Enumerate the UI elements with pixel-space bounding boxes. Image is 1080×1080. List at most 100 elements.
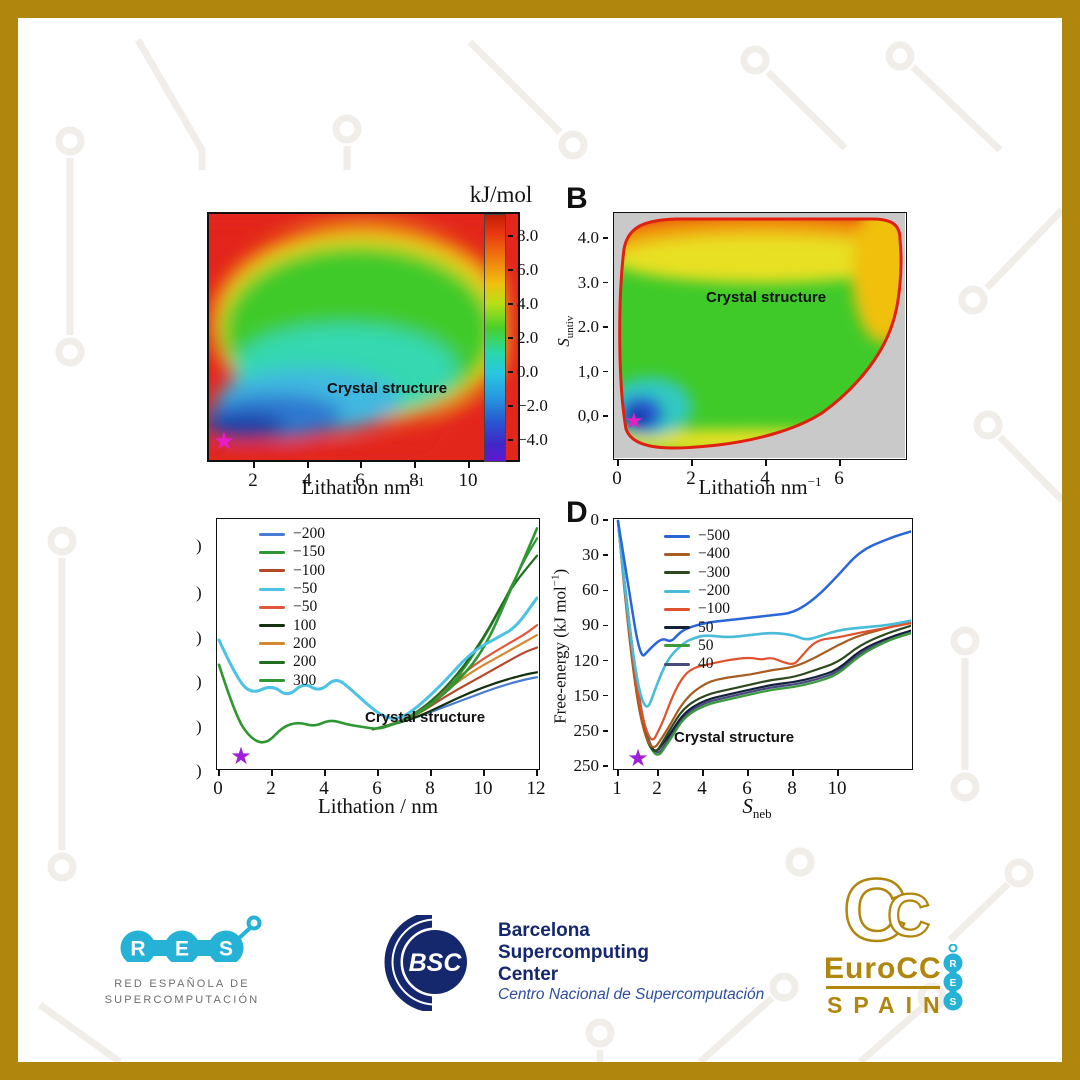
circuit-node	[785, 847, 815, 877]
legend-item: 300	[259, 671, 325, 689]
clipped-y-tick-fragment: )	[196, 761, 202, 780]
circuit-node	[55, 337, 85, 367]
circuit-trace	[697, 995, 775, 1065]
legend-item: −200	[664, 582, 730, 600]
eurocc-country: SPAIN	[827, 992, 951, 1018]
axis-tick-label: 10	[473, 778, 493, 799]
panel-a-x-axis-title: Lithation nm−1	[302, 474, 425, 500]
bsc-logo-emblem: BSC	[384, 915, 490, 1011]
colorbar-tick-mark	[508, 303, 513, 305]
clipped-y-tick-fragment: )	[196, 536, 202, 555]
crystal-structure-label-c: Crystal structure	[365, 709, 486, 726]
axis-tick-label: 2	[248, 470, 258, 491]
clipped-y-tick-fragment: )	[196, 672, 202, 691]
panel-b-y-axis-title: Suntiv	[554, 286, 576, 376]
legend-label: 40	[698, 655, 714, 673]
legend-swatch	[664, 607, 690, 611]
colorbar-title: kJ/mol	[469, 182, 533, 207]
res-node-icon	[246, 915, 262, 931]
eurocc-wordmark: EuroCC	[824, 952, 942, 985]
panel-d-legend: −500 −400 −300 −200 −100 50 50 40	[664, 527, 730, 673]
legend-swatch	[664, 662, 690, 666]
axis-tick-label: 120	[573, 650, 600, 670]
res-circle-s	[208, 930, 244, 962]
axis-tick-label: 250	[573, 720, 600, 740]
axis-tick-row: 30	[582, 545, 608, 565]
circuit-trace	[910, 64, 1003, 153]
clipped-y-tick-fragment: )	[196, 583, 202, 602]
legend-item: −100	[259, 562, 325, 580]
colorbar-tick-mark	[508, 371, 513, 373]
axis-tick-mark	[603, 326, 608, 328]
res-circle-e	[164, 930, 200, 962]
colorbar-tick-label: 4.0	[517, 294, 539, 313]
circuit-node	[47, 852, 77, 882]
legend-label: 200	[293, 653, 317, 671]
axis-tick-row: 0,0	[578, 406, 608, 426]
panel-c-curves	[217, 527, 538, 744]
panel-d-y-axis-title-sup: −1	[549, 574, 562, 587]
axis-tick-mark	[377, 770, 379, 776]
circuit-node	[55, 126, 85, 156]
crystal-structure-label-b: Crystal structure	[706, 289, 827, 306]
legend-label: 200	[293, 634, 317, 652]
legend-label: 100	[293, 616, 317, 634]
axis-tick-label: 6	[742, 778, 752, 799]
panel-a-free-energy-surface	[209, 214, 518, 460]
legend-item: −50	[259, 598, 325, 616]
axis-tick-mark	[603, 281, 608, 284]
axis-tick-mark	[468, 462, 470, 468]
series-line-3	[616, 519, 911, 708]
axis-tick-mark	[603, 589, 608, 592]
circuit-trace	[857, 1005, 925, 1065]
circuit-node	[47, 526, 77, 556]
res-circle-r	[120, 930, 156, 962]
colorbar-tick-label: 6.0	[517, 260, 539, 279]
panel-d-x-axis-title-text: S	[742, 794, 753, 818]
axis-tick-mark	[691, 460, 693, 466]
axis-tick-label: 6	[372, 778, 382, 799]
eurocc-emblem-c2: C	[887, 882, 930, 949]
legend-label: 300	[293, 671, 317, 689]
bsc-logo-text: Barcelona Supercomputing Center Centro N…	[498, 920, 764, 1004]
legend-swatch	[259, 605, 285, 609]
legend-label: −200	[293, 525, 325, 543]
axis-tick-label: 2	[266, 778, 276, 799]
panel-b-free-energy-surface	[614, 213, 905, 458]
axis-tick-label: 90	[582, 615, 599, 635]
panel-c-legend: −200 −150 −100 −50 −50 100 200 200 300	[259, 525, 325, 690]
colorbar-ticks: 8.0 6.0 4.0 2.0 0.0 −2.0 −4.0	[508, 226, 548, 450]
axis-tick-label: 10	[458, 470, 478, 491]
axis-tick-label: 60	[582, 580, 599, 600]
axis-tick-label: 4	[697, 778, 707, 799]
axis-tick-label: 1,0	[577, 361, 599, 381]
axis-tick-mark	[271, 770, 273, 776]
axis-tick-mark	[218, 770, 220, 776]
panel-b-x-axis-title-sup: −1	[807, 474, 822, 489]
eurocc-mini-res-e: E	[950, 978, 957, 989]
axis-tick-row: 2.0	[578, 317, 608, 337]
legend-item: −100	[664, 600, 730, 618]
colorbar-tick-label: 0.0	[517, 362, 539, 381]
legend-swatch	[259, 550, 285, 554]
legend-item: −500	[664, 527, 730, 545]
legend-item: 50	[664, 618, 730, 636]
res-letter-e: E	[175, 938, 189, 961]
series-line-3	[217, 596, 538, 720]
bsc-acronym: BSC	[409, 949, 463, 977]
legend-label: −300	[698, 563, 730, 581]
axis-tick-mark	[603, 415, 608, 417]
legend-swatch	[664, 589, 690, 593]
legend-swatch	[664, 534, 690, 538]
colorbar-tick-label: −4.0	[517, 430, 548, 449]
legend-label: −50	[293, 580, 318, 598]
circuit-node	[585, 1018, 615, 1048]
circuit-node	[1004, 858, 1034, 888]
legend-swatch	[664, 644, 690, 648]
circuit-node	[950, 626, 980, 656]
res-letter-s: S	[219, 938, 233, 961]
legend-label: −100	[293, 561, 325, 579]
panel-b-y-axis-title-text: S	[553, 338, 573, 347]
legend-label: −200	[698, 582, 730, 600]
axis-tick-mark	[324, 770, 326, 776]
